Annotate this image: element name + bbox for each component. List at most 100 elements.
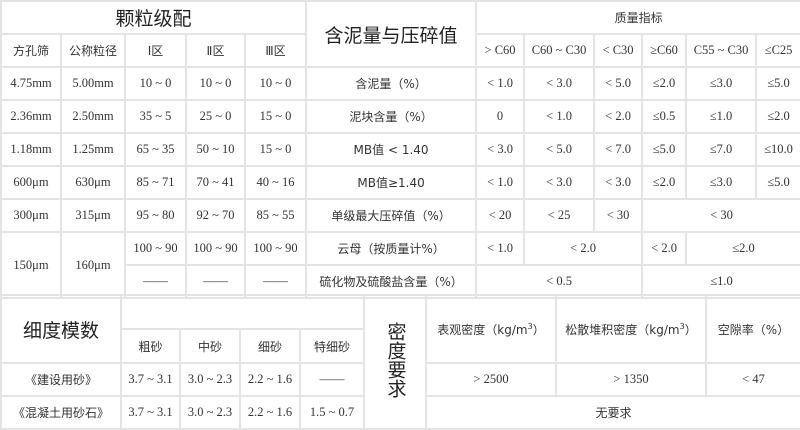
grading-cell: 1.18mm xyxy=(0,132,62,167)
fineness-title: 细度模数 xyxy=(0,294,122,364)
quality-value: < 1.0 xyxy=(475,66,526,101)
mud-row-label: 泥块含量（%） xyxy=(305,99,478,134)
grading-cell: 85 ~ 71 xyxy=(124,165,187,200)
grading-cell: 150μm xyxy=(0,231,62,299)
fineness-value: —— xyxy=(299,362,365,397)
quality-value: < 2.0 xyxy=(523,231,644,266)
quality-value: 0 xyxy=(475,99,526,134)
grading-cell: 2.36mm xyxy=(0,99,62,134)
grading-cell: 160μm xyxy=(60,231,126,299)
quality-value: ≤3.0 xyxy=(685,165,758,200)
quality-value: < 5.0 xyxy=(523,132,596,167)
grade-header: ≤C25 xyxy=(755,33,800,68)
quality-value: < 25 xyxy=(523,198,596,233)
quality-value: < 1.0 xyxy=(523,99,596,134)
fineness-row-label: 《混凝土用砂石》 xyxy=(0,395,122,430)
density-header: 空隙率（%） xyxy=(705,294,800,364)
density-header: 松散堆积密度（kg/m3） xyxy=(555,294,707,364)
grading-cell: 315μm xyxy=(60,198,126,233)
grading-cell: 630μm xyxy=(60,165,126,200)
mud-row-label: 含泥量（%） xyxy=(305,66,478,101)
quality-value: < 2.0 xyxy=(641,231,688,266)
grading-cell: 50 ~ 10 xyxy=(185,132,246,167)
grade-header: C55 ~ C30 xyxy=(685,33,758,68)
grading-cell: 70 ~ 41 xyxy=(185,165,246,200)
density-header-label: 松散堆积密度（kg/m xyxy=(565,322,680,337)
mud-row-label: 硫化物及硫酸盐含量（%） xyxy=(305,264,478,299)
grading-cell: 100 ~ 90 xyxy=(185,231,246,266)
quality-value: < 3.0 xyxy=(593,165,644,200)
quality-value: ≤5.0 xyxy=(755,165,800,200)
quality-value: ≤5.0 xyxy=(755,66,800,101)
density-header-tail: ） xyxy=(684,322,697,337)
density-title: 密度要求 xyxy=(384,322,407,398)
fineness-and-density-table: 细度模数 密度要求 表观密度（kg/m3） 松散堆积密度（kg/m3） 空隙率（… xyxy=(0,294,800,430)
grading-cell: 65 ~ 35 xyxy=(124,132,187,167)
grading-header: 公称粒径 xyxy=(60,33,126,68)
quality-value: < 5.0 xyxy=(593,66,644,101)
quality-value: < 30 xyxy=(593,198,644,233)
mud-row-label: MB值 < 1.40 xyxy=(305,132,478,167)
fineness-value: 3.0 ~ 2.3 xyxy=(179,395,241,430)
quality-value: ≤3.0 xyxy=(685,66,758,101)
quality-value: < 7.0 xyxy=(593,132,644,167)
grading-cell: 5.00mm xyxy=(60,66,126,101)
fineness-header: 特细砂 xyxy=(299,328,365,364)
quality-value: ≤0.5 xyxy=(641,99,688,134)
fineness-value: 3.0 ~ 2.3 xyxy=(179,362,241,397)
fineness-value: 2.2 ~ 1.6 xyxy=(239,362,301,397)
grade-header: < C30 xyxy=(593,33,644,68)
grading-cell: 100 ~ 90 xyxy=(124,231,187,266)
grading-header: Ⅱ区 xyxy=(185,33,246,68)
quality-value: < 3.0 xyxy=(475,132,526,167)
grading-dash: —— xyxy=(124,264,187,299)
grading-header: 方孔筛 xyxy=(0,33,62,68)
quality-value: ≤1.0 xyxy=(685,99,758,134)
mud-row-label: MB值≥1.40 xyxy=(305,165,478,200)
quality-title: 质量指标 xyxy=(475,0,800,35)
quality-value: ≤5.0 xyxy=(641,132,688,167)
grading-cell: 10 ~ 0 xyxy=(124,66,187,101)
fineness-row-label: 《建设用砂》 xyxy=(0,362,122,397)
grading-dash: —— xyxy=(185,264,246,299)
grade-header: ≥C60 xyxy=(641,33,688,68)
grading-and-mud-table: 颗粒级配 含泥量与压碎值 质量指标 方孔筛 公称粒径 Ⅰ区 Ⅱ区 Ⅲ区 > C6… xyxy=(0,0,800,299)
density-title-cell: 密度要求 xyxy=(363,294,427,430)
density-header-tail: ） xyxy=(532,322,545,337)
grading-header: Ⅰ区 xyxy=(124,33,187,68)
quality-value: ≤2.0 xyxy=(755,99,800,134)
quality-value: ≤7.0 xyxy=(685,132,758,167)
grading-cell: 85 ~ 55 xyxy=(243,198,308,233)
quality-value: ≤2.0 xyxy=(641,66,688,101)
grading-header: Ⅲ区 xyxy=(243,33,308,68)
quality-value: < 30 xyxy=(641,198,800,233)
fineness-header: 粗砂 xyxy=(120,328,181,364)
grading-cell: 100 ~ 90 xyxy=(243,231,308,266)
grading-cell: 15 ~ 0 xyxy=(243,99,308,134)
fineness-value: 3.7 ~ 3.1 xyxy=(120,362,181,397)
quality-value: < 1.0 xyxy=(475,165,526,200)
fineness-header: 细砂 xyxy=(239,328,301,364)
grade-header: > C60 xyxy=(475,33,526,68)
no-requirement: 无要求 xyxy=(425,395,800,430)
grading-cell: 600μm xyxy=(0,165,62,200)
quality-value: < 2.0 xyxy=(593,99,644,134)
density-header-sup: 3 xyxy=(527,321,533,331)
quality-value: ≤10.0 xyxy=(755,132,800,167)
density-value: < 47 xyxy=(705,362,800,397)
grading-cell: 10 ~ 0 xyxy=(185,66,246,101)
grading-cell: 95 ~ 80 xyxy=(124,198,187,233)
density-header-label: 空隙率（%） xyxy=(717,322,790,337)
grading-cell: 40 ~ 16 xyxy=(243,165,308,200)
fineness-value: 2.2 ~ 1.6 xyxy=(239,395,301,430)
quality-value: < 3.0 xyxy=(523,66,596,101)
fineness-value: 1.5 ~ 0.7 xyxy=(299,395,365,430)
mud-title: 含泥量与压碎值 xyxy=(305,0,478,68)
density-value: > 1350 xyxy=(555,362,707,397)
grading-cell: 10 ~ 0 xyxy=(243,66,308,101)
grading-cell: 15 ~ 0 xyxy=(243,132,308,167)
fineness-header: 中砂 xyxy=(179,328,241,364)
grading-cell: 92 ~ 70 xyxy=(185,198,246,233)
mud-row-label: 云母（按质量计%） xyxy=(305,231,478,266)
density-header-label: 表观密度（kg/m xyxy=(437,322,528,337)
